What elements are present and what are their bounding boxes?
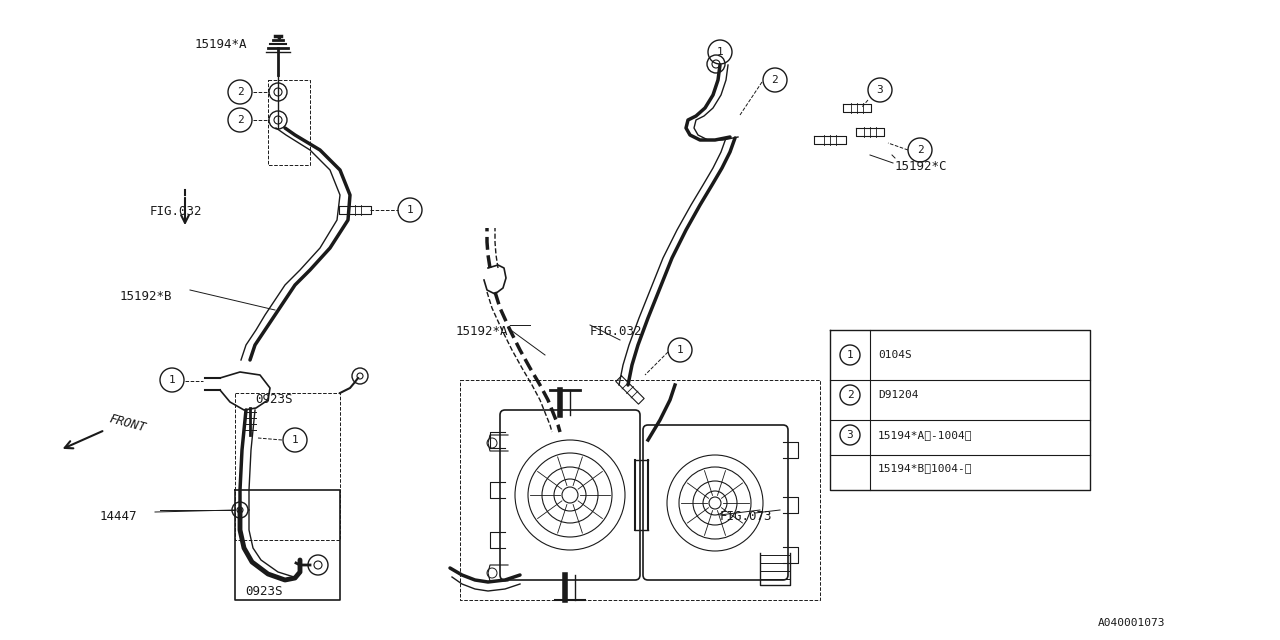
Text: A040001073: A040001073 (1097, 618, 1165, 628)
Text: 2: 2 (916, 145, 923, 155)
Text: 0923S: 0923S (244, 585, 283, 598)
Text: 2: 2 (237, 87, 243, 97)
Text: 3: 3 (846, 430, 854, 440)
Text: 1: 1 (292, 435, 298, 445)
Text: 15192*C: 15192*C (895, 160, 947, 173)
Text: 0923S: 0923S (255, 393, 293, 406)
Text: 3: 3 (877, 85, 883, 95)
Text: FIG.032: FIG.032 (590, 325, 643, 338)
Text: 15194*A（-1004）: 15194*A（-1004） (878, 430, 973, 440)
Text: 2: 2 (772, 75, 778, 85)
Text: FRONT: FRONT (108, 413, 147, 435)
Text: 1: 1 (677, 345, 684, 355)
Text: D91204: D91204 (878, 390, 919, 400)
Text: 14447: 14447 (100, 510, 137, 523)
Text: 15192*B: 15192*B (120, 290, 173, 303)
Text: FIG.073: FIG.073 (719, 510, 773, 523)
Text: 2: 2 (846, 390, 854, 400)
Text: 0104S: 0104S (878, 350, 911, 360)
Text: FIG.032: FIG.032 (150, 205, 202, 218)
Text: 15194*B（1004-）: 15194*B（1004-） (878, 463, 973, 473)
Text: 1: 1 (846, 350, 854, 360)
Text: 1: 1 (407, 205, 413, 215)
Text: 1: 1 (717, 47, 723, 57)
Text: 1: 1 (169, 375, 175, 385)
Text: 15192*A: 15192*A (456, 325, 508, 338)
Text: 15194*A: 15194*A (195, 38, 247, 51)
Text: 2: 2 (237, 115, 243, 125)
